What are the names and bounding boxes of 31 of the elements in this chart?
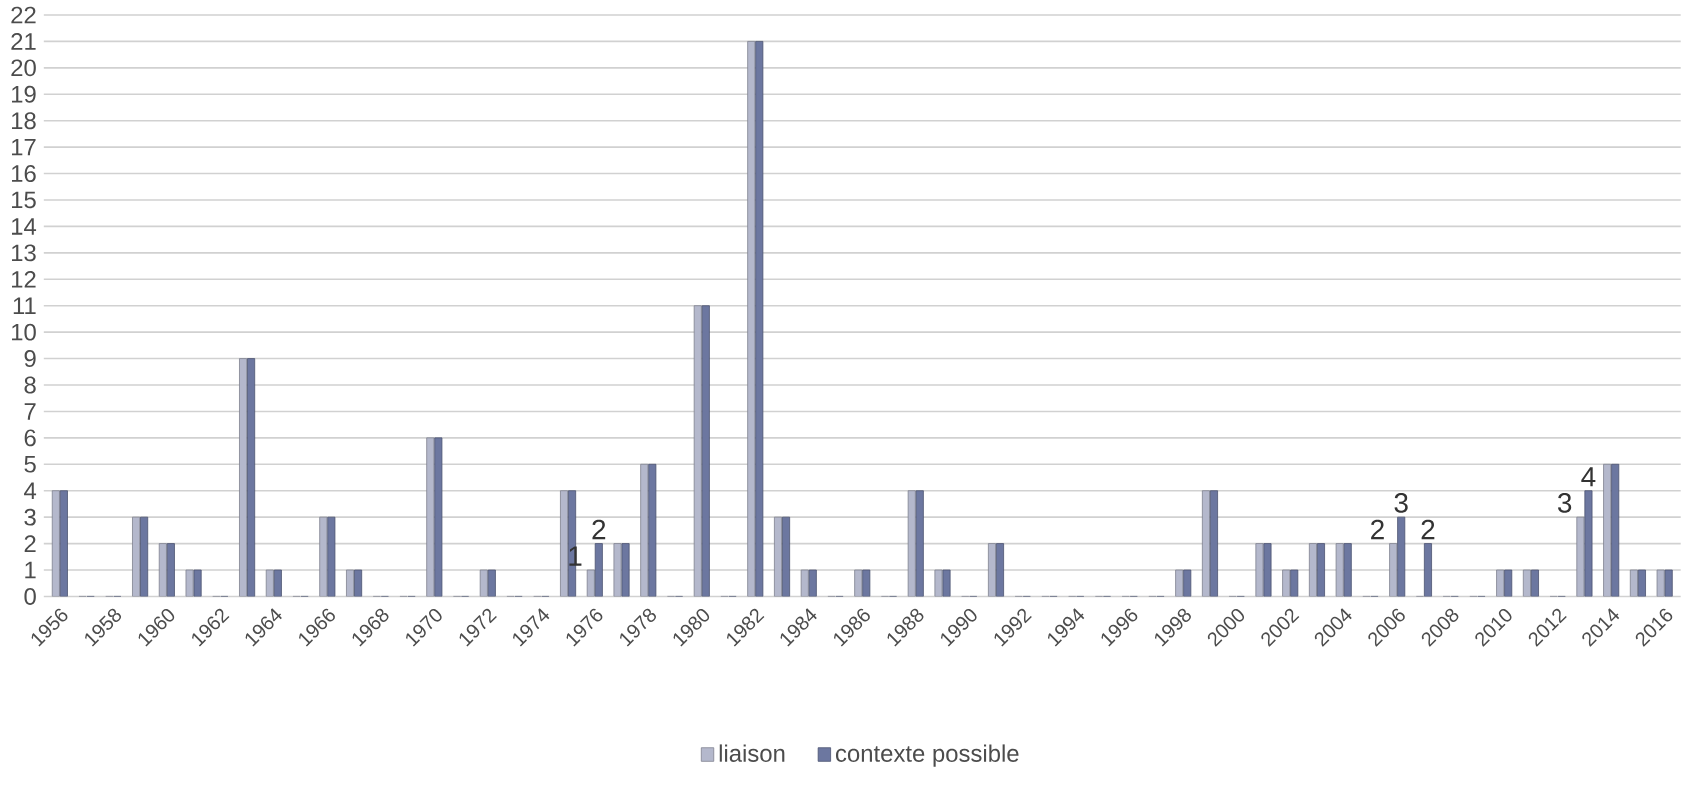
y-tick-label: 6 [24, 429, 36, 447]
y-tick-label: 9 [24, 350, 36, 368]
y-tick-label: 16 [12, 165, 36, 183]
data-label: 3 [1394, 493, 1408, 514]
y-tick-label: 4 [24, 482, 37, 500]
legend-label: liaison [719, 744, 785, 763]
y-tick-label: 5 [24, 456, 36, 473]
y-tick-label: 0 [24, 588, 36, 606]
data-label: 2 [1421, 519, 1435, 540]
y-tick-label: 21 [11, 33, 36, 50]
y-tick-label: 10 [12, 323, 36, 341]
y-tick-label: 1 [25, 562, 36, 579]
y-tick-label: 14 [12, 218, 37, 235]
y-tick-label: 13 [12, 244, 36, 262]
data-label: 3 [1557, 493, 1572, 514]
data-label: 4 [1581, 467, 1596, 487]
y-tick-label: 2 [24, 535, 36, 553]
data-label: 2 [592, 519, 606, 540]
y-tick-label: 22 [11, 6, 36, 24]
y-tick-label: 8 [24, 376, 36, 394]
legend-label: contexte possible [835, 744, 1019, 767]
y-tick-label: 3 [24, 508, 36, 526]
y-tick-label: 18 [12, 112, 36, 130]
y-tick-label: 17 [12, 139, 36, 156]
y-tick-label: 19 [12, 86, 36, 103]
y-tick-label: 11 [13, 297, 36, 315]
y-tick-label: 15 [12, 191, 36, 209]
y-tick-label: 7 [24, 403, 36, 420]
y-tick-label: 12 [12, 271, 36, 288]
data-label: 2 [1371, 519, 1384, 540]
y-tick-label: 20 [11, 59, 36, 77]
